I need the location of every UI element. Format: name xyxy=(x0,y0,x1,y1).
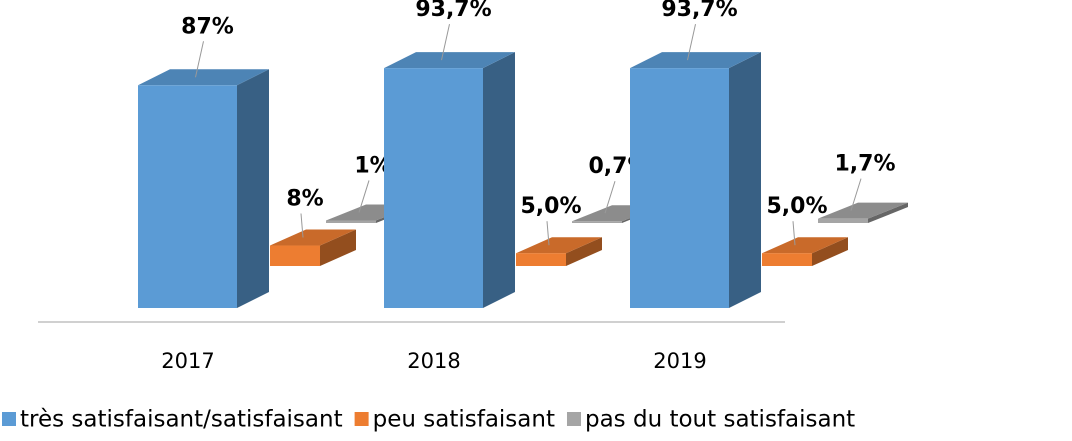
bar xyxy=(384,52,515,309)
bar-front xyxy=(762,253,812,266)
legend-swatch xyxy=(354,412,369,426)
bar xyxy=(516,237,602,266)
x-tick-label: 2017 xyxy=(161,349,214,373)
bar-front xyxy=(326,220,376,223)
leader-line xyxy=(792,221,796,246)
leader-line xyxy=(195,41,204,78)
bar-front xyxy=(384,68,483,309)
x-tick-label: 2018 xyxy=(407,349,460,373)
bar-front xyxy=(818,218,868,223)
bar xyxy=(138,69,269,308)
bar-side xyxy=(483,52,515,309)
value-label: 93,7% xyxy=(415,0,491,22)
bar xyxy=(630,52,761,309)
bar-side xyxy=(812,237,848,266)
bar-top xyxy=(138,69,269,86)
leader-line xyxy=(546,221,550,246)
bar-side xyxy=(237,69,269,308)
value-label: 87% xyxy=(181,14,234,39)
leader-line xyxy=(687,24,696,61)
bar-top xyxy=(384,52,515,69)
value-label: 5,0% xyxy=(520,194,581,219)
bar-side xyxy=(566,237,602,266)
bar-front xyxy=(630,68,729,309)
bar xyxy=(818,202,908,223)
leader-line xyxy=(358,180,370,213)
bar-side xyxy=(729,52,761,309)
value-label: 8% xyxy=(286,187,323,212)
value-label: 1,7% xyxy=(834,152,895,177)
legend-label: pas du tout satisfaisant xyxy=(585,407,855,433)
bar-front xyxy=(572,221,622,223)
bar-top xyxy=(270,229,356,246)
leader-line xyxy=(850,178,862,211)
bar-top xyxy=(818,202,908,219)
bar xyxy=(270,229,356,266)
leader-line xyxy=(604,181,616,214)
bar-top xyxy=(630,52,761,69)
bar-top xyxy=(516,237,602,254)
leader-line xyxy=(300,213,304,238)
bar-side xyxy=(868,202,908,223)
value-label: 93,7% xyxy=(661,0,737,22)
leader-line xyxy=(441,24,450,61)
legend-swatch xyxy=(566,412,581,426)
bar-front xyxy=(138,85,237,308)
bar-front xyxy=(516,253,566,266)
bar-front xyxy=(270,245,320,266)
bar-top xyxy=(762,237,848,254)
legend-swatch xyxy=(2,412,16,426)
legend-label: très satisfaisant/satisfaisant xyxy=(20,407,343,433)
bar-side xyxy=(320,229,356,266)
bar xyxy=(762,237,848,266)
value-label: 5,0% xyxy=(766,194,827,219)
legend-label: peu satisfaisant xyxy=(373,407,555,433)
x-tick-label: 2019 xyxy=(653,349,706,373)
